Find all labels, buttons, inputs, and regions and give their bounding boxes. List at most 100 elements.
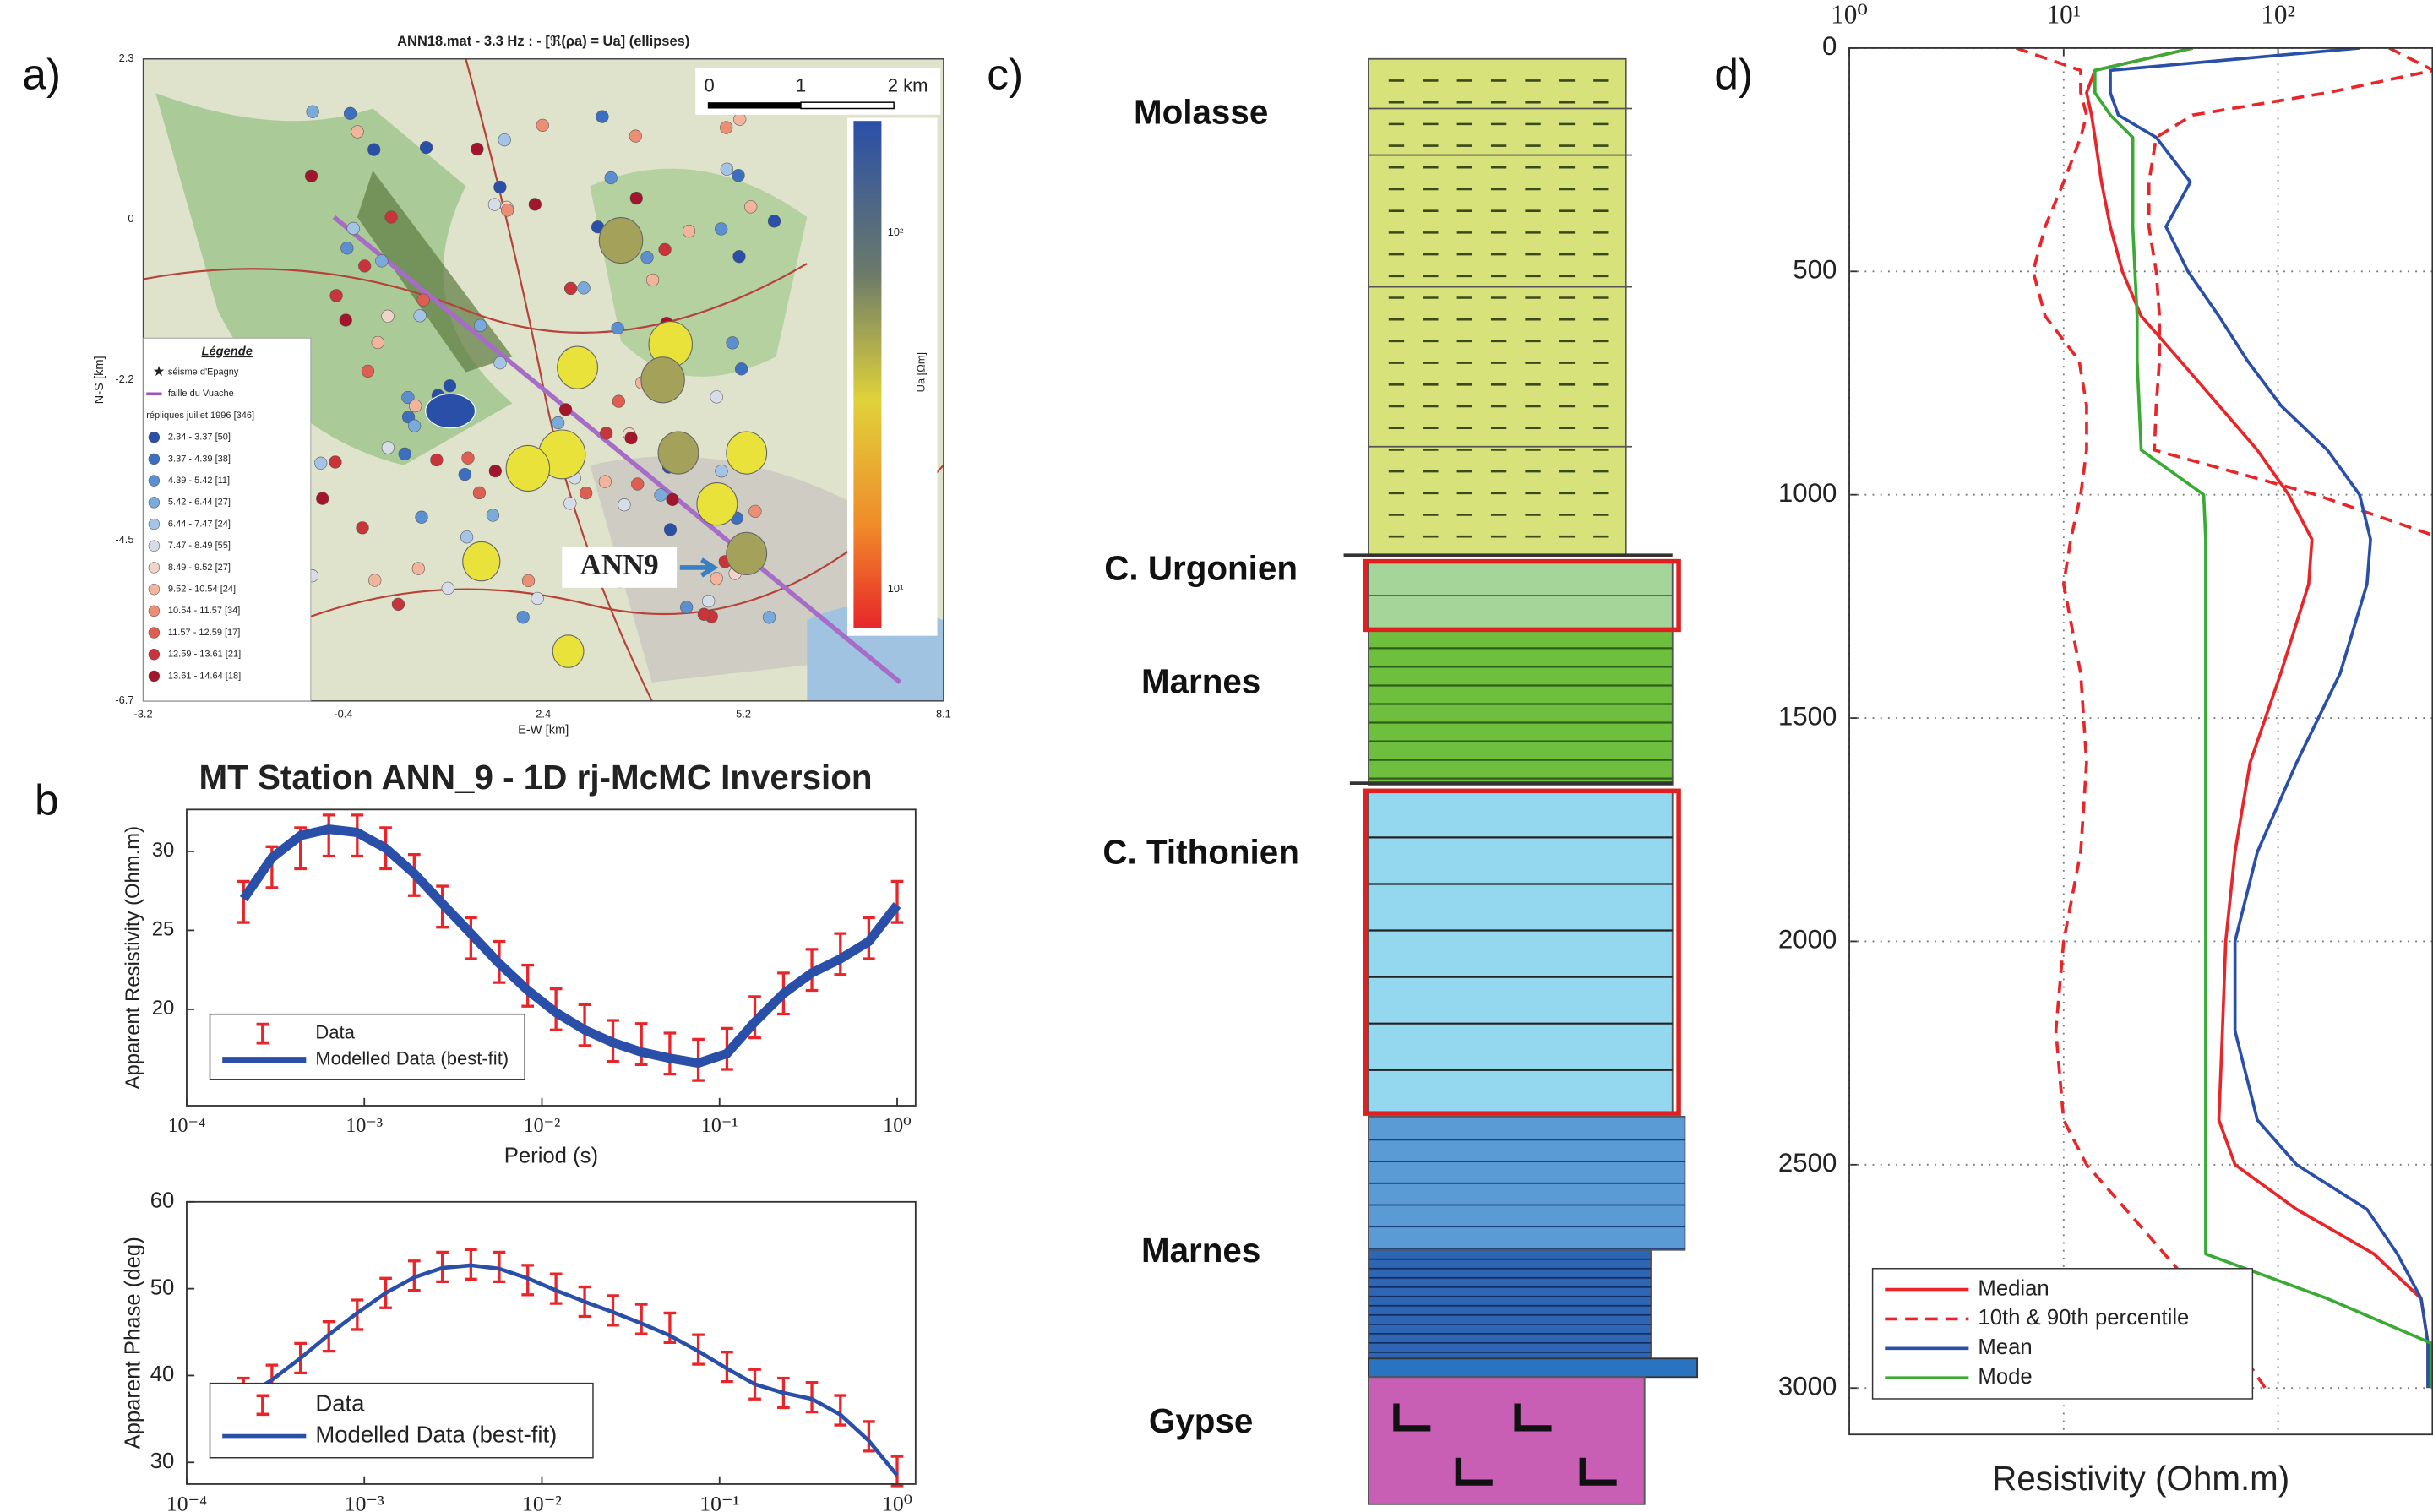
map-dot [604, 171, 618, 185]
series-line [2015, 47, 2267, 1390]
panel-label: b [35, 775, 59, 824]
gypsum-mark [1393, 1403, 1431, 1432]
map-legend-label: 4.39 - 5.42 [11] [168, 476, 230, 486]
layer-label: C. Tithonien [1102, 832, 1299, 871]
panel-label: a) [22, 49, 61, 98]
map-legend-label: 9.52 - 10.54 [24] [168, 585, 236, 595]
map-legend-symbol [148, 453, 161, 465]
map-y-tick: -6.7 [115, 693, 133, 706]
map-dot [767, 215, 781, 228]
map-dot [580, 486, 593, 500]
map-dot [486, 509, 500, 522]
station-arrow [679, 557, 719, 578]
scale-label: 0 [705, 75, 715, 96]
map-legend-symbol [148, 497, 161, 509]
error-bar [634, 1303, 648, 1335]
error-bar [890, 879, 904, 924]
map-legend-symbol [148, 649, 161, 661]
series-line [2147, 47, 2433, 537]
y-tick-label: 30 [150, 1449, 175, 1473]
legend-swatch [256, 1394, 269, 1417]
map-dot [416, 293, 430, 307]
map-dot [702, 594, 716, 608]
map-legend-label: 6.44 - 7.47 [24] [168, 519, 231, 529]
map-dot [640, 251, 654, 264]
map-ellipse [552, 634, 585, 668]
series-line [239, 824, 901, 1069]
layer-label: Marnes [1141, 661, 1260, 700]
x-tick-label: 10⁰ [883, 1115, 911, 1137]
gypsum-mark [1455, 1457, 1493, 1486]
map-ellipse [640, 356, 685, 404]
error-bar [634, 1022, 648, 1067]
map-dot [339, 313, 352, 327]
map-dot [381, 309, 395, 323]
map-dot [710, 572, 723, 585]
map-dot [384, 210, 398, 224]
error-bar [890, 1455, 904, 1488]
map-ellipse [557, 345, 599, 389]
chart: MT Station ANN_9 - 1D rj-McMC Inversion 2… [122, 758, 917, 1167]
map-legend-symbol [148, 475, 161, 487]
chart: 30 40 50 60 10⁻⁴ 10⁻³ 10⁻² 10⁻¹ 10⁰ Apparent Phas… [121, 1189, 917, 1512]
station-box [562, 547, 678, 588]
map-dot [361, 364, 375, 378]
map-legend-label: 11.57 - 12.59 [17] [168, 628, 240, 638]
map-dot [558, 403, 573, 416]
map-legend-label: 10.54 - 11.57 [34] [168, 606, 240, 616]
series-line [2093, 47, 2433, 1389]
map-ellipse [425, 393, 476, 429]
gypsum-mark [1579, 1457, 1617, 1486]
map-dot [460, 530, 474, 544]
x-tick-label: 10⁻³ [345, 1492, 384, 1512]
error-bar [322, 813, 335, 858]
map-dot [304, 169, 318, 182]
map-dot [720, 121, 733, 134]
map-dot [734, 362, 748, 376]
map-legend-label: répliques juillet 1996 [346] [146, 411, 254, 421]
map-dot [598, 475, 612, 488]
x-tick-label: 10⁻⁴ [166, 1492, 207, 1512]
map-legend-symbol: ★ [153, 363, 166, 379]
map-dot [461, 451, 475, 465]
map-dot [531, 591, 544, 606]
map-legend-symbol [148, 627, 161, 639]
map-dot [381, 441, 395, 454]
map-dot [498, 133, 511, 147]
scale-bar [707, 102, 801, 109]
map-ellipse [726, 431, 768, 475]
map-dot [658, 242, 672, 256]
y-tick-label: 30 [152, 839, 175, 862]
map-dot [398, 447, 411, 461]
map-dot [624, 431, 638, 445]
map-ellipse [726, 531, 768, 576]
map-dot [600, 427, 613, 440]
layer-label: Gypse [1149, 1401, 1253, 1440]
map-dot [419, 140, 433, 155]
chart-title: MT Station ANN_9 - 1D rj-McMC Inversion [199, 758, 872, 797]
scale-bar [800, 101, 895, 110]
map-dot [488, 464, 502, 478]
map-dot [401, 410, 416, 424]
y-tick-label: 50 [150, 1275, 175, 1299]
map-dot [612, 394, 625, 408]
y-tick-label: 500 [1793, 255, 1837, 285]
map-legend-symbol [148, 540, 161, 552]
y-tick-label: 25 [152, 918, 175, 941]
colorbar [853, 121, 882, 628]
map-legend-symbol [148, 562, 161, 574]
map-legend-label: 3.37 - 4.39 [38] [168, 454, 231, 464]
map-dot [358, 259, 372, 273]
map-legend-label: 12.59 - 13.61 [21] [168, 650, 241, 660]
map-dot [408, 419, 422, 432]
strat-column: Molasse C. Urgonien Marnes C. Tithonien … [1102, 57, 1699, 1505]
x-axis-label: Resistivity (Ohm.m) [1992, 1459, 2289, 1498]
y-axis-label: Apparent Phase (deg) [121, 1237, 144, 1449]
map-legend-label: 2.34 - 3.37 [50] [168, 432, 231, 443]
map-dot [629, 192, 643, 205]
map-dot [329, 289, 343, 302]
map-y-tick: 2.3 [119, 52, 134, 64]
map-axes: -3.2 -0.4 2.4 5.2 8.1 2.3 0 -2.2 -4.5 -6.7 [115, 52, 950, 721]
map-x-tick: -0.4 [334, 708, 352, 721]
